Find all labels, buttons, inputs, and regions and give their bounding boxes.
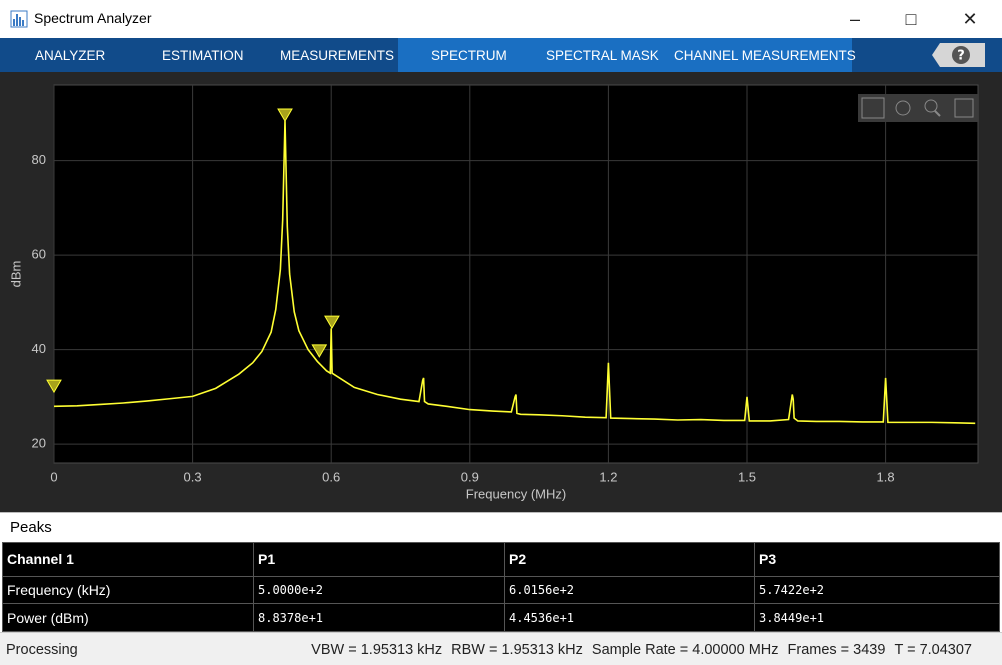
x-tick-label: 0.9 [461,469,479,484]
y-axis-label: dBm [8,261,23,288]
close-button[interactable]: ✕ [962,9,978,29]
status-item: RBW = 1.95313 kHz [451,642,583,658]
cell: 5.0000e+2 [253,575,505,605]
peak-marker [324,315,340,330]
table-row: Power (dBm) 8.8378e+1 4.4536e+1 3.8449e+… [2,603,1000,632]
cell: 6.0156e+2 [504,575,755,605]
y-tick-label: 80 [32,152,46,167]
svg-text:?: ? [957,49,965,64]
row-label: Power (dBm) [2,603,254,632]
x-tick-label: 1.8 [877,469,895,484]
toolbar-fit[interactable] [954,98,974,118]
y-tick-label: 60 [32,247,46,262]
status-items: VBW = 1.95313 kHz RBW = 1.95313 kHz Samp… [311,642,972,658]
peak-marker [46,379,62,394]
y-tick-label: 40 [32,341,46,356]
tab-bar: ANALYZER ESTIMATION MEASUREMENTS SPECTRU… [0,38,1002,72]
x-tick-label: 0.6 [322,469,340,484]
toolbar-export[interactable] [861,97,885,119]
peaks-header: Peaks [0,512,1002,542]
peak-marker [277,108,293,123]
cell: 4.4536e+1 [504,603,755,632]
tab[interactable]: CHANNEL MEASUREMENTS [674,48,856,63]
chart-panel: Frequency (MHz) dBm 20 40 60 80 0 0.3 0.6 0.9 1.… [0,72,1002,512]
header-cell: P1 [253,542,505,577]
toolbar-pan[interactable] [895,100,911,116]
cell: 8.8378e+1 [253,603,505,632]
minimize-button[interactable]: – [849,9,860,29]
chart: Frequency (MHz) dBm 20 40 60 80 0 0.3 0.6 0.9 1.… [8,84,979,501]
plot-toolbar [858,94,978,122]
peaks-title: Peaks [10,519,52,536]
x-axis-label: Frequency (MHz) [466,486,566,501]
y-tick-label: 20 [32,436,46,451]
toolbar-zoom[interactable] [924,99,938,113]
header-cell: Channel 1 [2,542,254,577]
table-row: Frequency (kHz) 5.0000e+2 6.0156e+2 5.74… [2,575,1000,605]
maximize-button[interactable]: □ [905,9,917,29]
tab[interactable]: SPECTRUM [431,48,507,63]
cell: 5.7422e+2 [754,575,1000,605]
x-tick-label: 1.5 [738,469,756,484]
status-item: VBW = 1.95313 kHz [311,642,443,658]
tab-group-highlight [398,38,852,72]
help-button[interactable]: ? [930,42,986,68]
status-item: Frames = 3439 [787,642,886,658]
status-item: Sample Rate = 4.00000 MHz [591,642,779,658]
app-icon [10,10,28,28]
status-text: Processing [6,642,78,658]
cell: 3.8449e+1 [754,603,1000,632]
tab[interactable]: ANALYZER [35,48,106,63]
tab[interactable]: ESTIMATION [162,48,244,63]
peaks-table: Channel 1 P1 P2 P3 Frequency (kHz) 5.000… [2,542,1000,632]
toolbar-zoom-handle [934,110,941,117]
header-cell: P2 [504,542,755,577]
table-header-row: Channel 1 P1 P2 P3 [2,542,1000,577]
status-bar: Processing VBW = 1.95313 kHz RBW = 1.953… [0,632,1002,665]
x-tick-label: 0.3 [184,469,202,484]
title-bar: Spectrum Analyzer – □ ✕ [0,0,1002,38]
header-cell: P3 [754,542,1000,577]
window-title: Spectrum Analyzer [34,10,152,26]
spectrum-line [53,120,976,425]
x-tick-label: 1.2 [599,469,617,484]
status-item: T = 7.04307 [894,642,972,658]
row-label: Frequency (kHz) [2,575,254,605]
tab[interactable]: MEASUREMENTS [280,48,395,63]
tab[interactable]: SPECTRAL MASK [546,48,659,63]
x-tick-label: 0 [50,469,57,484]
peak-marker [311,344,328,358]
